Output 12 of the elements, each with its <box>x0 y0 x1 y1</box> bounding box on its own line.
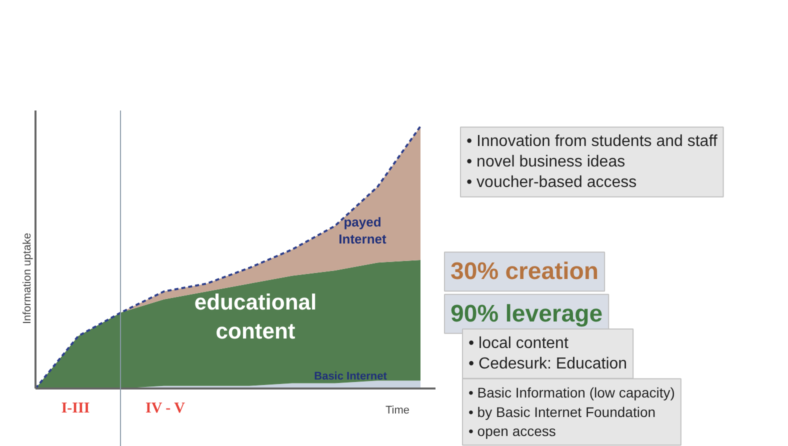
text: • Innovation from students and staff • novel business ideas • voucher-based access <box>466 133 718 191</box>
x-axis-title: Time <box>386 404 410 416</box>
text: 90% leverage <box>450 300 603 328</box>
text: IV - V <box>146 400 186 416</box>
series-label: educational content <box>194 290 317 344</box>
text: • local content • Cedesurk: Education <box>468 334 628 372</box>
text: 30% creation <box>450 258 599 286</box>
y-axis-title: Information uptake <box>22 232 34 324</box>
series-label: Basic Internet <box>314 370 388 382</box>
series-label: payed Internet <box>338 214 388 247</box>
text: • Basic Information (low capacity) • by Basic Internet Foundation • open access <box>468 384 675 440</box>
text: I-III <box>61 400 90 416</box>
